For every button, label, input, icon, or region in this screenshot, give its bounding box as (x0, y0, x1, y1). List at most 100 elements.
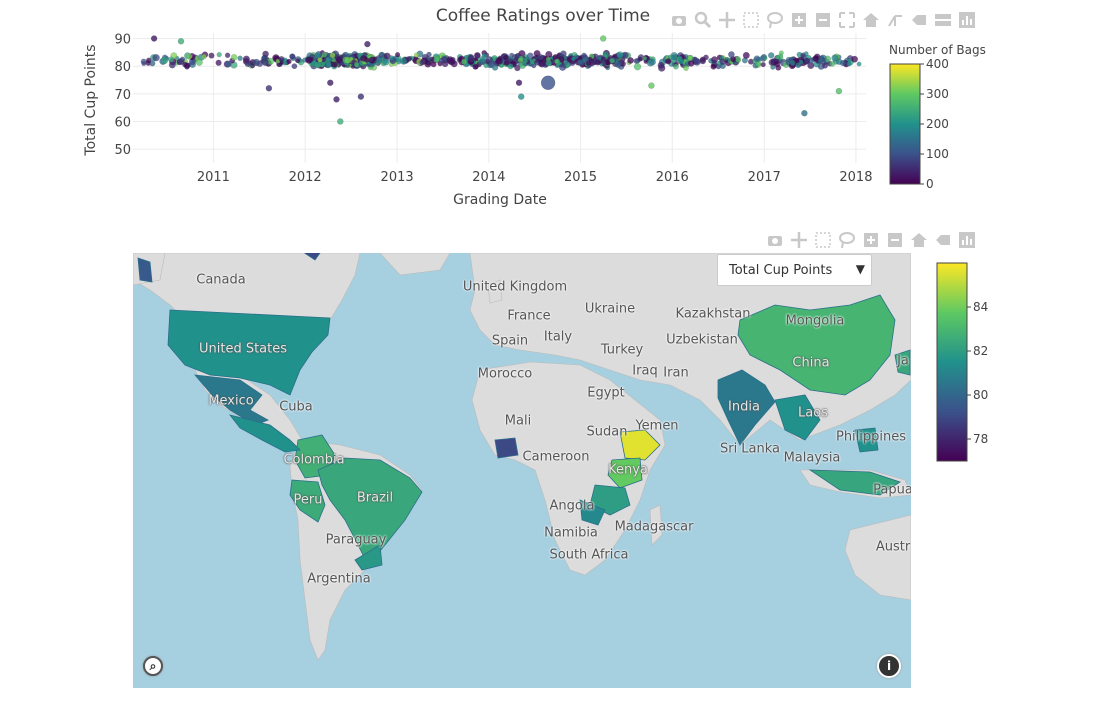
scatter-point[interactable] (760, 61, 766, 68)
scatter-point[interactable] (383, 59, 390, 66)
scatter-point[interactable] (856, 61, 862, 67)
scatter-point[interactable] (710, 56, 719, 64)
scatter-point[interactable] (795, 62, 802, 69)
scatter-points[interactable] (140, 35, 862, 125)
scatter-point[interactable] (224, 52, 231, 59)
scatter-point[interactable] (778, 50, 784, 56)
country-region[interactable] (228, 414, 301, 453)
country-india[interactable] (717, 369, 776, 446)
scatter-point[interactable] (149, 60, 156, 67)
box-select-icon[interactable] (812, 230, 834, 250)
country-layer[interactable] (137, 253, 911, 571)
scatter-point[interactable] (477, 59, 483, 66)
scatter-point[interactable] (773, 60, 781, 68)
country-brazil[interactable] (317, 457, 423, 566)
scatter-point[interactable] (145, 57, 152, 64)
scatter-point[interactable] (677, 58, 684, 65)
scatter-point[interactable] (237, 55, 243, 62)
scatter-point[interactable] (545, 59, 553, 67)
scatter-point[interactable] (509, 52, 515, 58)
scatter-point[interactable] (514, 64, 521, 72)
scatter-point[interactable] (261, 58, 269, 66)
scatter-point[interactable] (812, 55, 820, 62)
scatter-point[interactable] (642, 55, 648, 61)
scatter-point[interactable] (177, 57, 185, 66)
scatter-point[interactable] (851, 55, 859, 63)
scatter-point[interactable] (195, 58, 203, 66)
zoom-out-icon[interactable] (884, 230, 906, 250)
scatter-point[interactable] (693, 58, 701, 66)
choropleth-map[interactable]: Canada United Kingdom France Ukraine Kazakhs… (133, 253, 911, 688)
scatter-point[interactable] (560, 50, 567, 58)
scatter-point[interactable] (201, 53, 207, 60)
scatter-point[interactable] (728, 51, 735, 58)
scatter-point[interactable] (767, 52, 775, 59)
scatter-point[interactable] (829, 60, 836, 67)
scatter-point[interactable] (594, 59, 601, 66)
scatter-point[interactable] (215, 59, 222, 66)
country-region[interactable] (137, 257, 153, 283)
country-region[interactable] (589, 484, 631, 516)
country-region[interactable] (774, 394, 821, 441)
scatter-point[interactable] (646, 59, 655, 67)
scatter-point[interactable] (537, 54, 544, 61)
scatter-point[interactable] (446, 56, 454, 64)
scatter-point[interactable] (364, 57, 370, 63)
scatter-point[interactable] (413, 52, 420, 58)
zoom-icon[interactable] (692, 10, 714, 30)
scatter-point[interactable] (317, 57, 323, 63)
scatter-point[interactable] (846, 61, 852, 67)
scatter-point[interactable] (286, 58, 292, 65)
scatter-point[interactable] (699, 56, 706, 63)
scatter-point[interactable] (831, 54, 839, 62)
hover-closest-icon[interactable] (908, 10, 930, 30)
plotly-logo-icon[interactable] (956, 230, 978, 250)
scatter-point[interactable] (719, 58, 726, 66)
scatter-point[interactable] (357, 93, 365, 100)
scatter-point[interactable] (637, 56, 643, 62)
scatter-point[interactable] (657, 61, 665, 69)
pan-icon[interactable] (788, 230, 810, 250)
scatter-point[interactable] (388, 55, 395, 61)
country-region[interactable] (894, 349, 911, 376)
scatter-point[interactable] (648, 82, 655, 89)
scatter-point[interactable] (801, 109, 808, 117)
reset-axes-icon[interactable] (860, 10, 882, 30)
country-ethiopia[interactable] (619, 429, 661, 461)
hover-compare-icon[interactable] (932, 10, 954, 30)
scatter-point[interactable] (485, 56, 493, 64)
scatter-point[interactable] (333, 96, 340, 103)
scatter-point[interactable] (419, 59, 426, 66)
scatter-point[interactable] (321, 51, 328, 58)
scatter-point[interactable] (665, 58, 672, 65)
scatter-point[interactable] (376, 57, 383, 64)
scatter-point[interactable] (265, 85, 273, 92)
scatter-point[interactable] (789, 59, 796, 66)
hover-icon[interactable] (932, 230, 954, 250)
scatter-point[interactable] (433, 56, 441, 63)
zoom-in-icon[interactable] (788, 10, 810, 30)
scatter-point[interactable] (839, 59, 846, 67)
lasso-icon[interactable] (836, 230, 858, 250)
scatter-point[interactable] (503, 59, 510, 66)
zoom-in-icon[interactable] (860, 230, 882, 250)
scatter-point[interactable] (314, 52, 321, 59)
scatter-point[interactable] (517, 93, 525, 100)
spike-lines-icon[interactable] (884, 10, 906, 30)
metric-dropdown[interactable]: Total Cup Points ▼ (717, 254, 872, 286)
scatter-point[interactable] (683, 65, 689, 71)
scatter-point[interactable] (633, 62, 642, 71)
scatter-point[interactable] (353, 61, 360, 68)
camera-icon[interactable] (764, 230, 786, 250)
scatter-point[interactable] (160, 56, 169, 65)
scatter-point[interactable] (472, 63, 479, 70)
country-region[interactable] (354, 544, 383, 571)
scatter-point[interactable] (687, 55, 693, 61)
scatter-point[interactable] (329, 52, 336, 59)
scatter-point[interactable] (289, 53, 296, 60)
country-mexico[interactable] (194, 374, 269, 426)
pan-icon[interactable] (716, 10, 738, 30)
scatter-point[interactable] (627, 57, 634, 64)
country-kenya[interactable] (607, 457, 643, 489)
scatter-point[interactable] (467, 55, 475, 63)
